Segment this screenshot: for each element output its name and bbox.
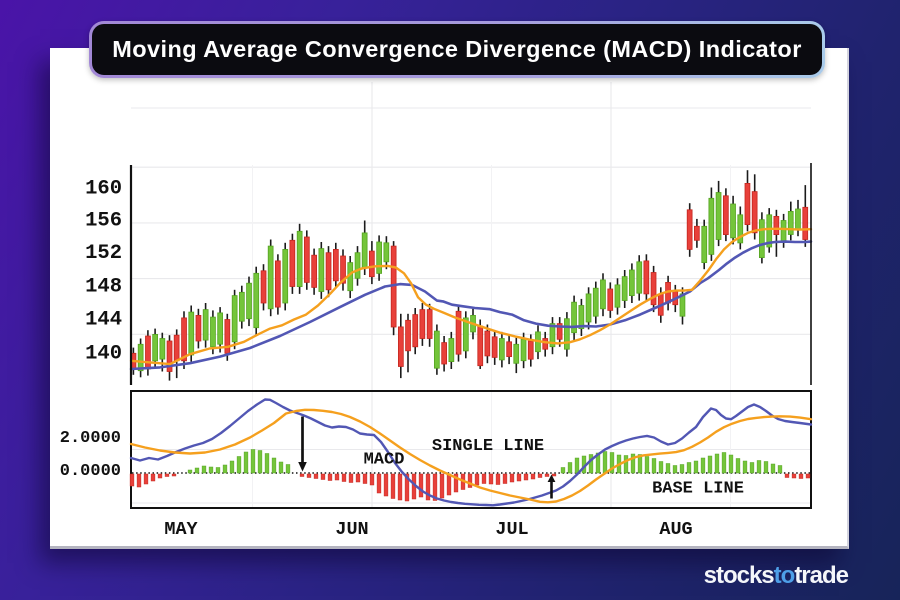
svg-text:0.0000: 0.0000 bbox=[60, 462, 121, 481]
svg-text:156: 156 bbox=[85, 209, 122, 232]
svg-text:148: 148 bbox=[85, 275, 122, 298]
svg-text:AUG: AUG bbox=[659, 519, 692, 540]
svg-text:152: 152 bbox=[85, 242, 122, 265]
svg-text:JUN: JUN bbox=[335, 519, 368, 540]
svg-text:2.0000: 2.0000 bbox=[60, 429, 121, 448]
svg-text:SINGLE LINE: SINGLE LINE bbox=[432, 437, 544, 456]
svg-text:BASE LINE: BASE LINE bbox=[652, 480, 744, 499]
svg-text:MACD: MACD bbox=[364, 451, 405, 470]
svg-text:144: 144 bbox=[85, 309, 122, 332]
svg-text:MAY: MAY bbox=[164, 519, 198, 540]
svg-text:140: 140 bbox=[85, 343, 122, 366]
svg-text:JUL: JUL bbox=[495, 519, 528, 540]
svg-text:160: 160 bbox=[85, 178, 122, 201]
